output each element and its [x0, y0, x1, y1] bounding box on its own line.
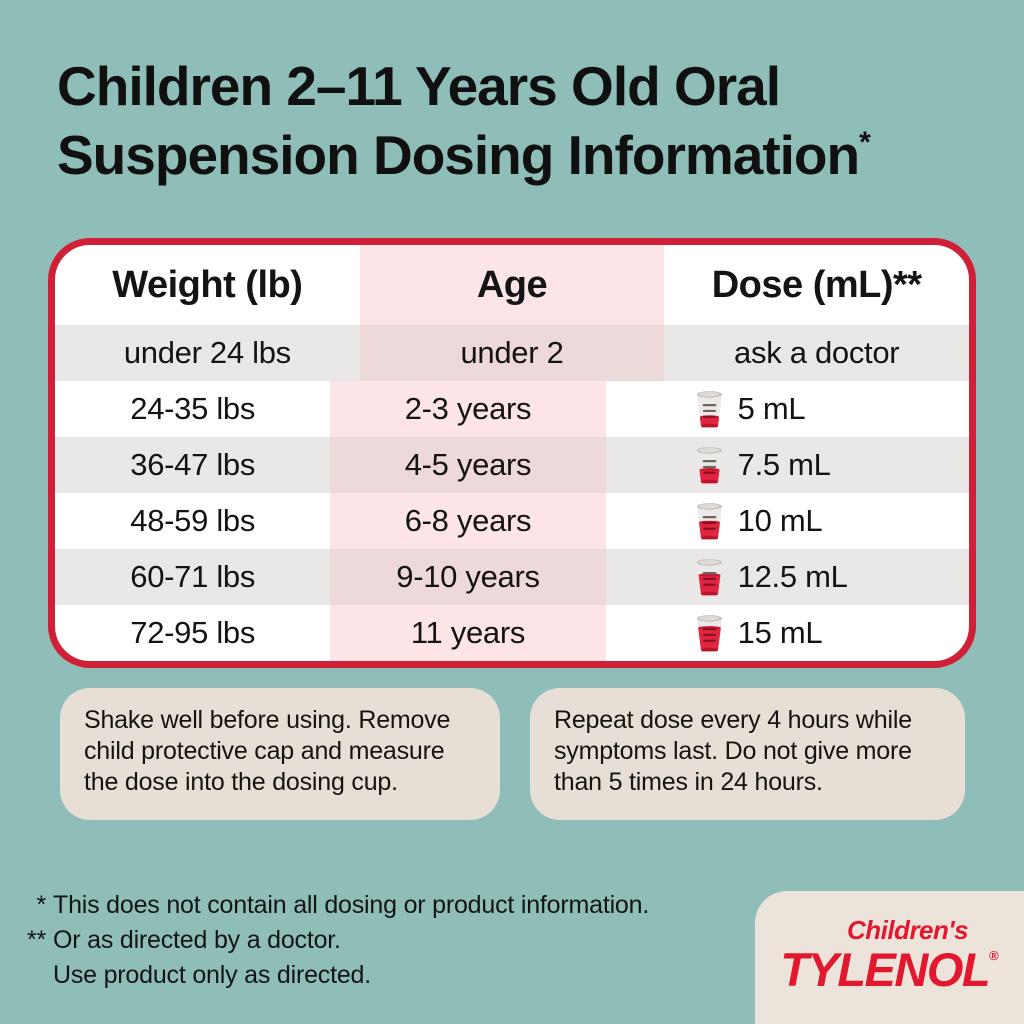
dose-value: 12.5 mL	[737, 559, 848, 594]
age-cell: 4-5 years	[330, 437, 606, 493]
age-cell: 2-3 years	[330, 381, 606, 437]
footnote-marker: *	[36, 891, 46, 919]
page-title: Children 2–11 Years Old Oral Suspension …	[57, 52, 987, 190]
weight-cell: 24-35 lbs	[130, 391, 256, 426]
dosing-cup-icon	[696, 447, 722, 484]
footnote-line: ** Or as directed by a doctor.	[0, 923, 740, 958]
dose-cell: ask a doctor	[664, 325, 969, 381]
weight-cell: 60-71 lbs	[55, 549, 331, 605]
page-title-line-1: Children 2–11 Years Old Oral	[57, 55, 781, 117]
footnote-marker: **	[26, 926, 46, 954]
note-repeat-dose: Repeat dose every 4 hours while symptoms…	[530, 688, 965, 820]
table-row: 24-35 lbs 2-3 years 5 mL	[55, 381, 969, 437]
title-footnote-marker: *	[859, 126, 871, 159]
footnote-line: Use product only as directed.	[0, 958, 740, 993]
age-cell: 9-10 years	[330, 549, 606, 605]
weight-cell: 72-95 lbs	[130, 615, 256, 650]
table-header-row: Weight (lb) Age Dose (mL)**	[55, 245, 969, 325]
table-body: under 24 lbs under 2 ask a doctor 24-35 lbs…	[55, 325, 969, 661]
footnote-text: Or as directed by a doctor.	[53, 926, 341, 954]
dose-value: 7.5 mL	[737, 447, 831, 482]
table-row: 72-95 lbs 11 years 15 mL	[55, 605, 969, 661]
footnote-text: Use product only as directed.	[53, 961, 371, 989]
page-title-line-2: Suspension Dosing Information	[57, 124, 860, 186]
table-row: 60-71 lbs 9-10 years 12.5 mL	[55, 549, 969, 605]
age-cell: 6-8 years	[330, 493, 606, 549]
footnotes: * This does not contain all dosing or pro…	[0, 888, 740, 993]
weight-cell: 36-47 lbs	[55, 437, 331, 493]
age-cell: 11 years	[330, 605, 606, 661]
dose-cell: 12.5 mL	[605, 549, 969, 605]
weight-cell: 48-59 lbs	[130, 503, 256, 538]
note-text: Shake well before using. Remove child pr…	[84, 706, 451, 796]
dose-value: 10 mL	[737, 503, 823, 538]
footnote-text: This does not contain all dosing or prod…	[53, 891, 650, 919]
registered-trademark-icon: ®	[989, 948, 999, 963]
column-header-age: Age	[359, 245, 665, 325]
childrens-logo-text: Children's	[846, 915, 969, 945]
dose-cell: 7.5 mL	[605, 437, 969, 493]
table-row: 36-47 lbs 4-5 years 7.5 mL	[55, 437, 969, 493]
note-text: Repeat dose every 4 hours while symptoms…	[554, 706, 912, 796]
note-shake-well: Shake well before using. Remove child pr…	[60, 688, 500, 820]
dose-cell: 15 mL	[606, 605, 969, 661]
footnote-marker	[0, 958, 53, 993]
table-row: 48-59 lbs 6-8 years 10 mL	[55, 493, 969, 549]
tylenol-text: TYLENOL	[780, 943, 990, 996]
dose-value: 5 mL	[737, 391, 806, 426]
dosing-cup-icon	[696, 391, 722, 428]
tylenol-logo-card: Children's TYLENOL®	[755, 891, 1024, 1024]
dosing-cup-icon	[696, 559, 722, 596]
dose-value: 15 mL	[737, 615, 823, 650]
footnote-line: * This does not contain all dosing or pro…	[0, 888, 740, 923]
dosing-cup-icon	[696, 615, 722, 652]
dose-value: ask a doctor	[734, 335, 900, 370]
tylenol-wordmark: TYLENOL®	[755, 942, 1024, 997]
age-cell: under 2	[359, 325, 665, 381]
dosing-cup-icon	[696, 503, 722, 540]
table-row: under 24 lbs under 2 ask a doctor	[55, 325, 969, 381]
dose-cell: 10 mL	[606, 493, 969, 549]
dosing-table: Weight (lb) Age Dose (mL)** under 24 lbs un…	[48, 238, 976, 668]
dose-cell: 5 mL	[606, 381, 969, 437]
column-header-weight: Weight (lb)	[112, 263, 303, 306]
weight-cell: under 24 lbs	[55, 325, 360, 381]
column-header-dose: Dose (mL)**	[711, 263, 922, 306]
